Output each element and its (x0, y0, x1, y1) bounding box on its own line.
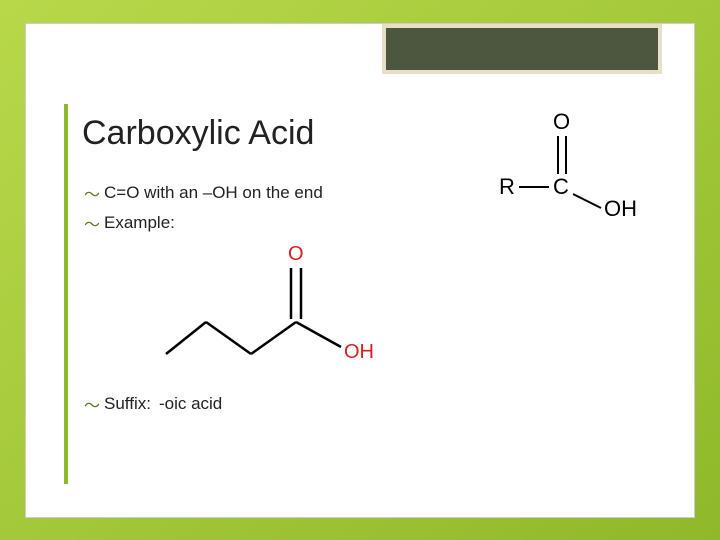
svg-text:O: O (553, 109, 570, 134)
header-box (382, 24, 662, 74)
svg-text:R: R (499, 174, 515, 199)
svg-text:C: C (553, 174, 569, 199)
bullet-line-3: 〜 Suffix: -oic acid (84, 392, 222, 416)
svg-text:OH: OH (344, 341, 374, 363)
example-structure-diagram: O OH (156, 234, 386, 374)
bullet-text-1: C=O with an –OH on the end (104, 183, 323, 203)
bullet-icon: 〜 (84, 181, 100, 205)
slide-container: Carboxylic Acid 〜 C=O with an –OH on the… (25, 23, 695, 518)
suffix-label: Suffix: (104, 394, 151, 414)
svg-text:O: O (288, 243, 304, 265)
bullet-icon: 〜 (84, 392, 100, 416)
general-structure-diagram: R C O OH (491, 104, 646, 219)
bullet-text-2: Example: (104, 213, 175, 233)
bullet-icon: 〜 (84, 211, 100, 235)
accent-line (64, 104, 68, 484)
svg-text:OH: OH (604, 196, 637, 219)
suffix-value: -oic acid (159, 394, 222, 414)
